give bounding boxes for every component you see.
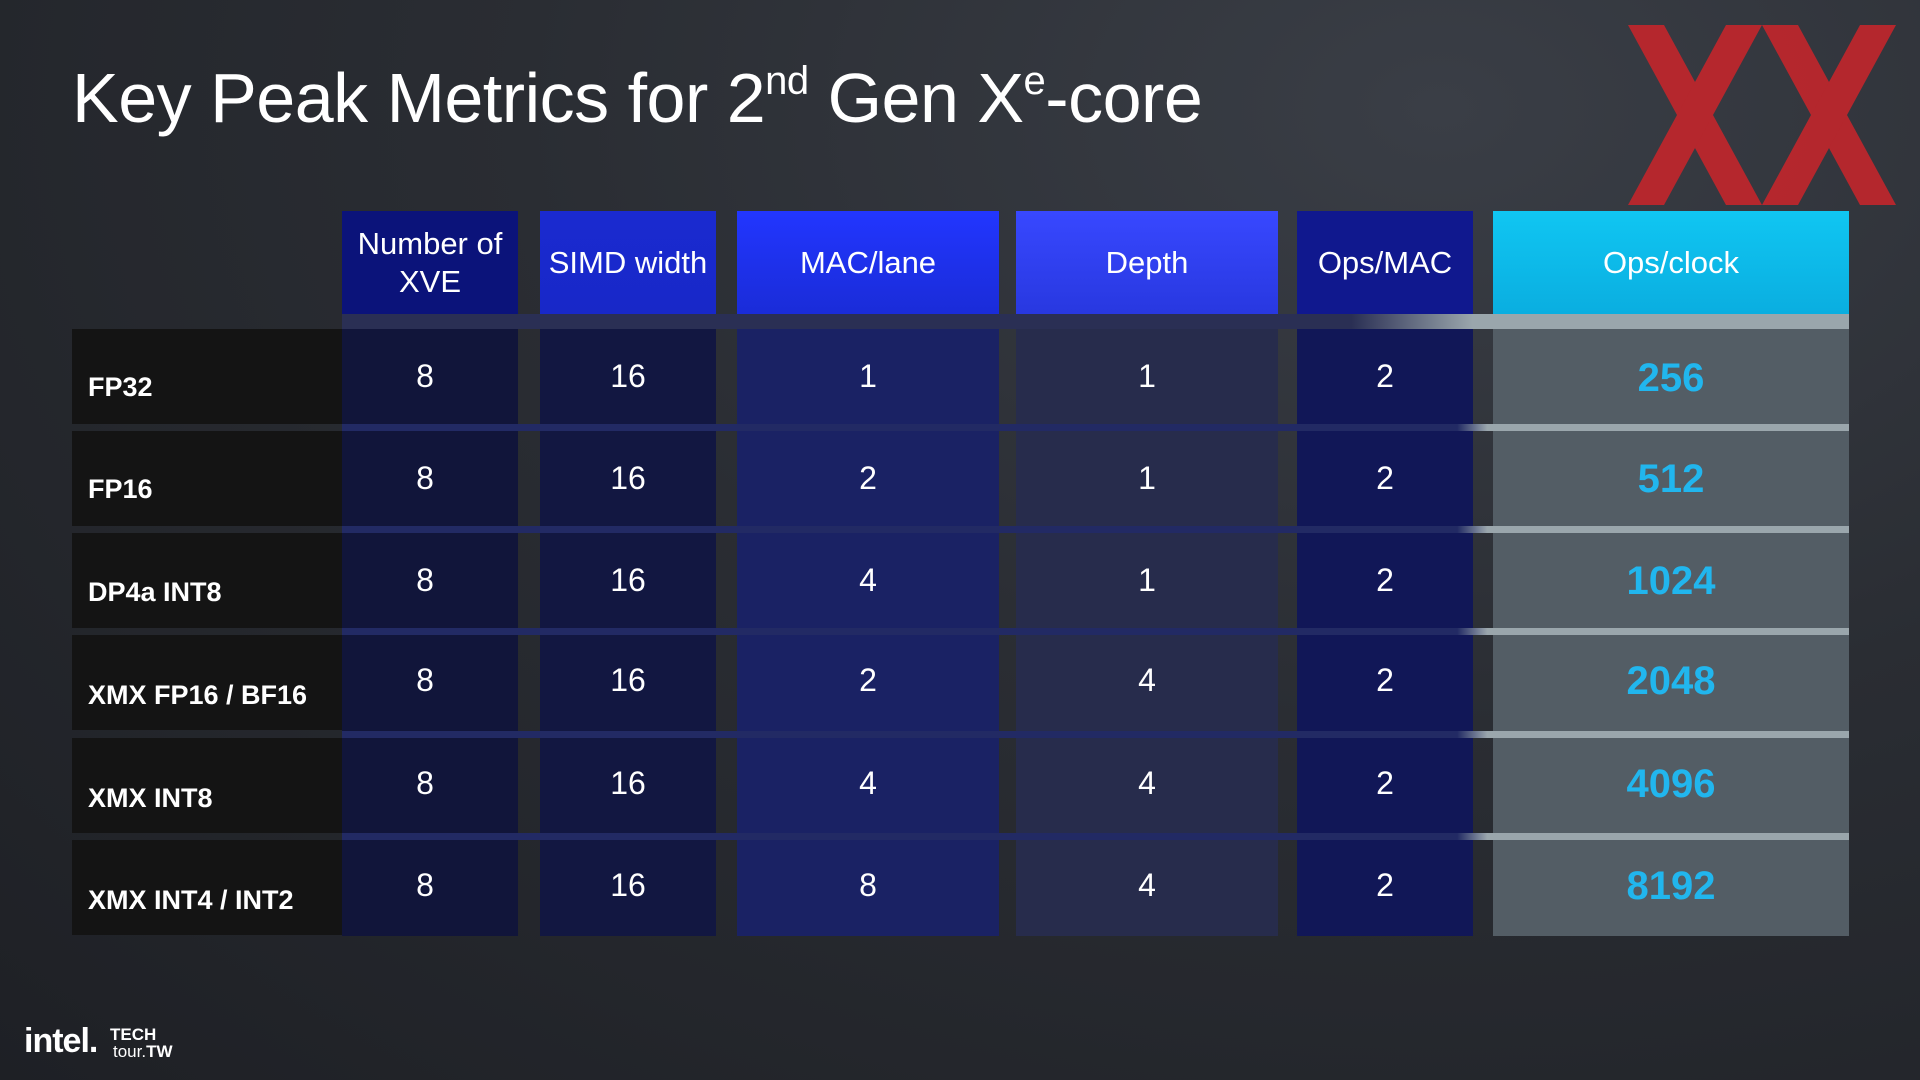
row-separator: [342, 628, 1849, 635]
row-separator: [342, 314, 1849, 329]
row-label-xmx-fp16-bf16: XMX FP16 / BF16: [88, 680, 308, 710]
column-header-ops-clock: Ops/clock: [1493, 211, 1849, 314]
row-label-bg: [72, 635, 342, 730]
row-separator: [342, 526, 1849, 533]
row-label-xmx-int8: XMX INT8: [88, 783, 213, 813]
column-bg-depth: [1016, 314, 1278, 936]
title-sup-e: e: [1023, 59, 1046, 103]
title-text-3: -core: [1045, 59, 1203, 137]
column-header-mac-lane: MAC/lane: [737, 211, 999, 314]
row-label-fp16: FP16: [88, 474, 153, 504]
row-separator: [342, 833, 1849, 840]
row-separator: [342, 731, 1849, 738]
tech-tour-line2-a: tour.: [113, 1042, 147, 1061]
column-bg-simd-width: [540, 314, 716, 936]
row-separator: [342, 424, 1849, 431]
column-header-ops-mac: Ops/MAC: [1297, 211, 1473, 314]
row-label-xmx-int4-int2: XMX INT4 / INT2: [88, 885, 294, 915]
title-sup-nd: nd: [765, 59, 809, 103]
tech-tour-logo: TECH tour.TW: [110, 1026, 173, 1060]
row-label-bg: [72, 431, 342, 526]
column-bg-mac-lane: [737, 314, 999, 936]
row-label-bg: [72, 840, 342, 935]
column-header-simd-width: SIMD width: [540, 211, 716, 314]
tech-tour-line2: tour.TW: [110, 1043, 173, 1060]
row-label-bg: [72, 738, 342, 833]
column-header-depth: Depth: [1016, 211, 1278, 314]
page-title: Key Peak Metrics for 2nd Gen Xe-core: [72, 58, 1203, 138]
row-label-bg: [72, 533, 342, 628]
row-label-bg: [72, 329, 342, 424]
column-bg-ops-clock: [1493, 314, 1849, 936]
column-bg-number-of-xve: [342, 314, 518, 936]
tech-tour-line2-b: TW: [146, 1042, 173, 1061]
title-text-1: Key Peak Metrics for 2: [72, 59, 766, 137]
intel-logo: intel.: [24, 1022, 98, 1060]
column-header-number-of-xve: Number of XVE: [342, 211, 518, 314]
title-text-2: Gen X: [808, 59, 1024, 137]
tech-tour-line1: TECH: [110, 1025, 157, 1044]
column-bg-ops-mac: [1297, 314, 1473, 936]
row-label-fp32: FP32: [88, 372, 153, 402]
row-label-dp4a-int8: DP4a INT8: [88, 577, 222, 607]
xx-watermark-logo: [1628, 25, 1896, 205]
